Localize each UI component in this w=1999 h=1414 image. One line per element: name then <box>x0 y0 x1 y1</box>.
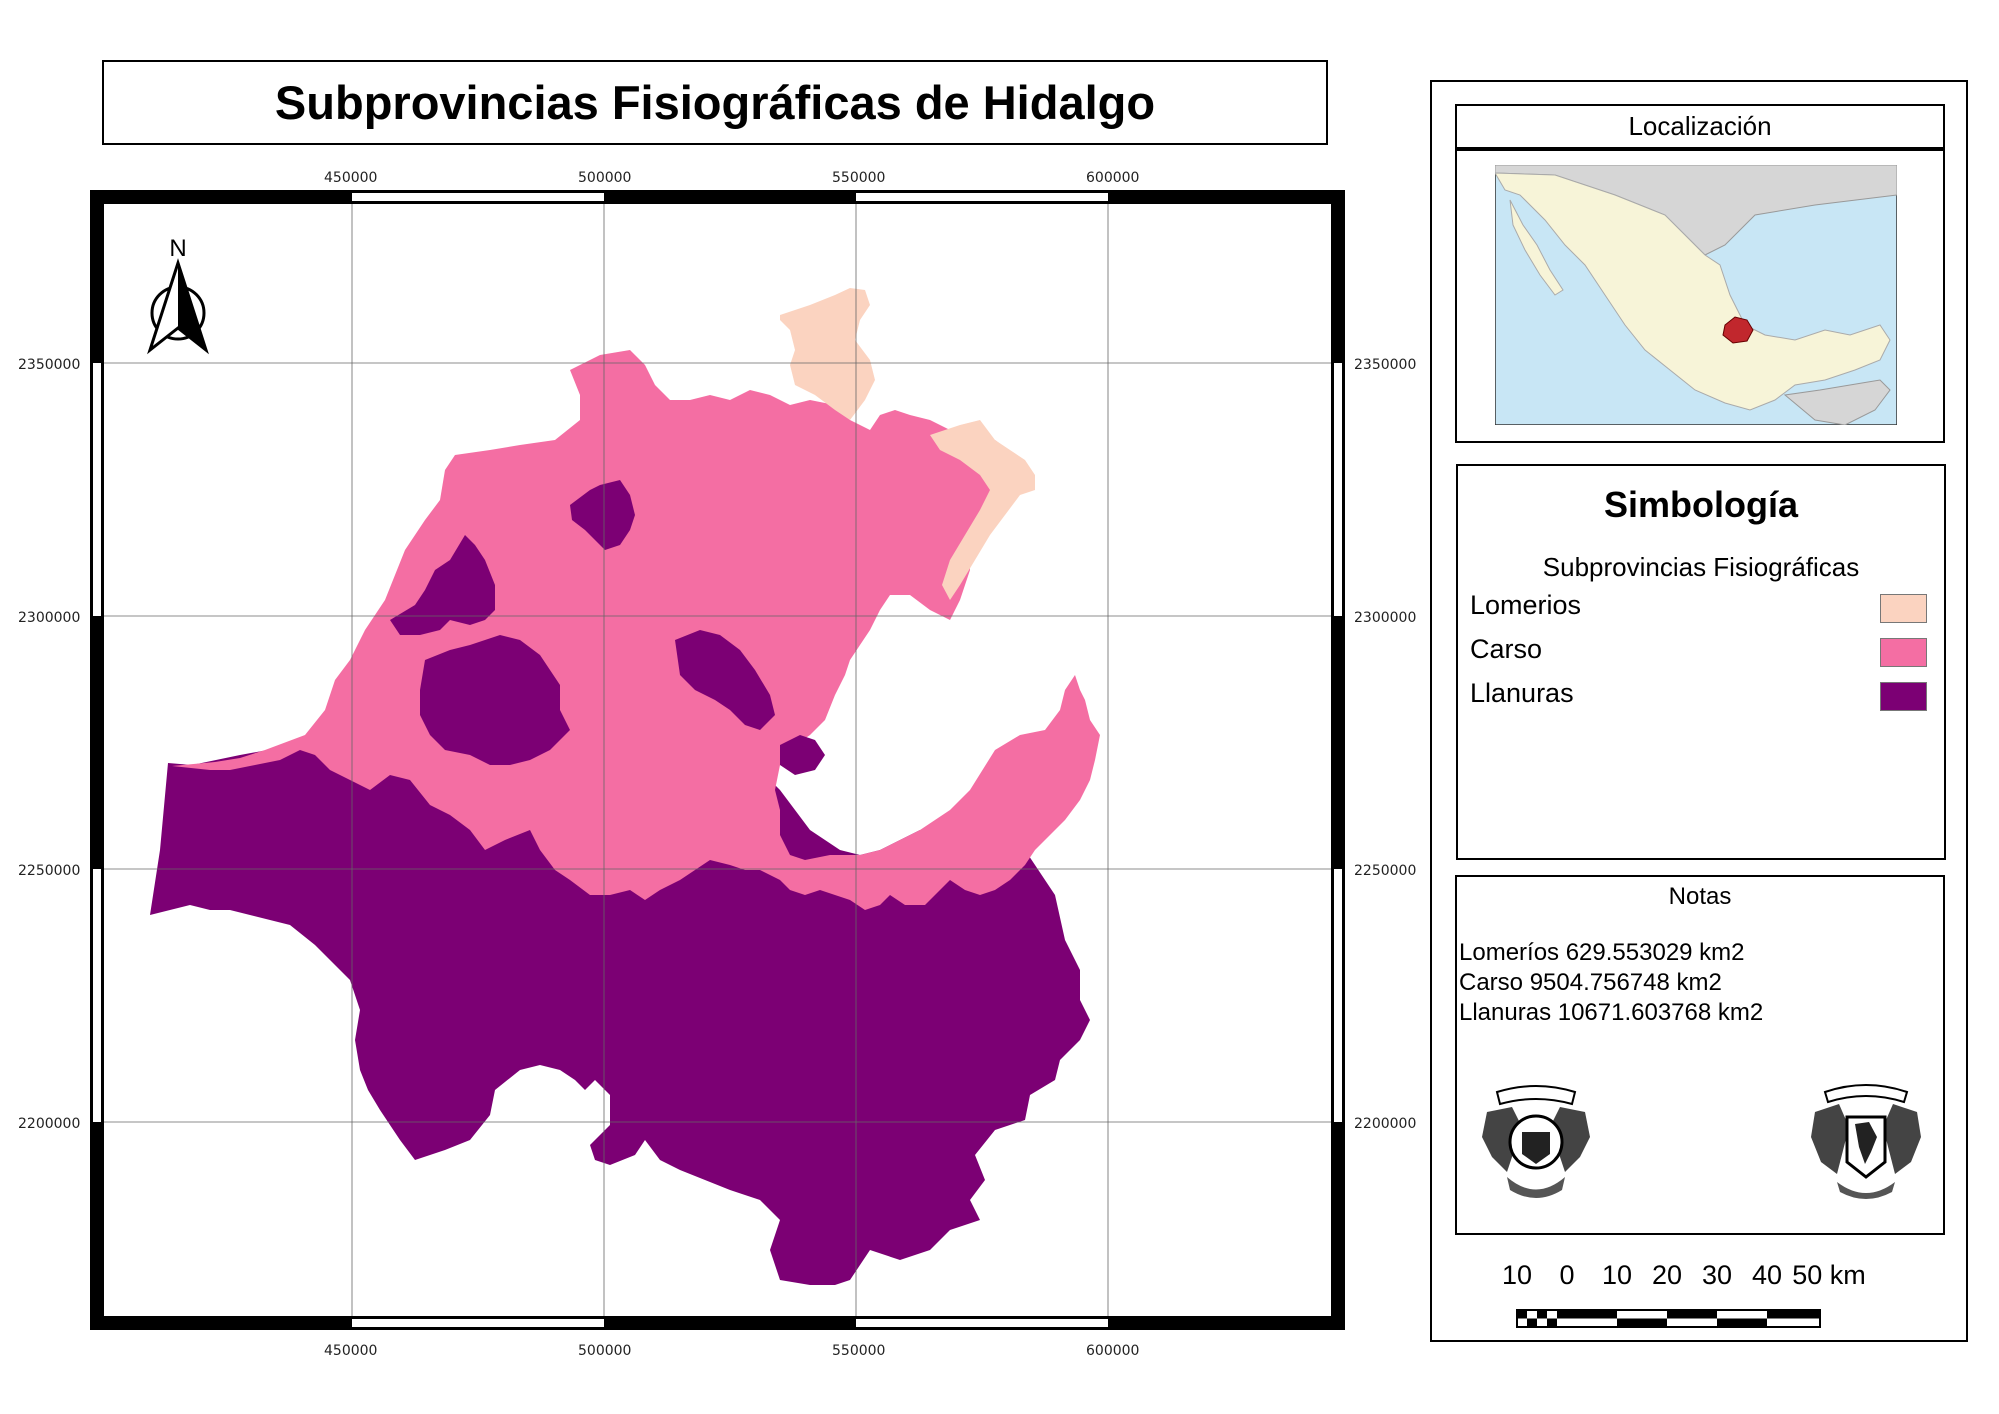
x-tick-top: 600000 <box>1086 170 1140 186</box>
legend-swatch-lomerios <box>1880 594 1927 623</box>
legend-swatch-carso <box>1880 638 1927 667</box>
north-arrow-icon <box>147 258 209 355</box>
y-tick-left: 2250000 <box>18 863 81 879</box>
location-map <box>1455 149 1945 443</box>
scale-label: 30 <box>1701 1260 1733 1290</box>
map-title-box: Subprovincias Fisiográficas de Hidalgo <box>102 60 1328 145</box>
region-llanuras <box>390 535 495 635</box>
region-lomerios <box>780 288 875 420</box>
y-tick-left: 2200000 <box>18 1116 81 1132</box>
x-tick-top: 450000 <box>324 170 378 186</box>
note-line: Llanuras 10671.603768 km2 <box>1459 999 1764 1026</box>
location-title: Localización <box>1455 104 1945 149</box>
scale-label: 10 <box>1601 1260 1633 1290</box>
scale-bar-graphic <box>1516 1309 1821 1328</box>
legend-item-llanuras: Llanuras <box>1470 678 1574 708</box>
mexico-shape <box>1495 172 1891 411</box>
hidalgo-highlight <box>1722 316 1754 344</box>
graticule <box>104 204 1331 1316</box>
ingenieria-logo <box>1482 1085 1590 1198</box>
scale-label: 20 <box>1651 1260 1683 1290</box>
region-llanuras <box>675 630 775 730</box>
legend: Simbología Subprovincias Fisiográficas L… <box>1456 464 1946 860</box>
y-tick-right: 2200000 <box>1354 1116 1417 1132</box>
legend-item-carso: Carso <box>1470 634 1543 664</box>
region-lomerios <box>930 420 1035 600</box>
legend-swatch-llanuras <box>1880 682 1927 711</box>
frame-border <box>90 190 1345 1330</box>
y-tick-left: 2300000 <box>18 610 81 626</box>
north-label: N <box>169 235 186 262</box>
x-tick-bottom: 600000 <box>1086 1343 1140 1359</box>
region-carso <box>172 350 1100 910</box>
x-tick-top: 500000 <box>578 170 632 186</box>
x-tick-bottom: 550000 <box>832 1343 886 1359</box>
scale-bar: 10 0 10 20 30 40 50 km <box>1501 1260 1904 1340</box>
y-tick-left: 2350000 <box>18 357 81 373</box>
mexico-locator-map <box>1495 165 1897 425</box>
note-line: Carso 9504.756748 km2 <box>1459 969 1722 996</box>
x-tick-bottom: 450000 <box>324 1343 378 1359</box>
y-tick-right: 2300000 <box>1354 610 1417 626</box>
main-map: N <box>90 190 1345 1330</box>
y-tick-right: 2350000 <box>1354 357 1417 373</box>
note-line: Lomeríos 629.553029 km2 <box>1459 939 1745 966</box>
notes-title: Notas <box>1668 883 1732 910</box>
legend-subtitle: Subprovincias Fisiográficas <box>1542 552 1860 582</box>
scale-label: 0 <box>1559 1260 1575 1290</box>
unam-logo <box>1811 1084 1921 1199</box>
scale-label: 40 <box>1751 1260 1783 1290</box>
x-tick-top: 550000 <box>832 170 886 186</box>
scale-label: 50 km <box>1792 1260 1866 1290</box>
notes-box: Notas Lomeríos 629.553029 km2 Carso 9504… <box>1455 875 1945 1235</box>
scale-label: 10 <box>1501 1260 1533 1290</box>
region-llanuras <box>780 735 825 775</box>
side-panel: Localización Simbología Subprovincias Fi… <box>1430 80 1968 1342</box>
region-llanuras <box>570 480 635 550</box>
region-llanuras <box>420 635 570 765</box>
x-tick-bottom: 500000 <box>578 1343 632 1359</box>
legend-item-lomerios: Lomerios <box>1470 590 1582 620</box>
map-title: Subprovincias Fisiográficas de Hidalgo <box>274 76 1156 129</box>
legend-title: Simbología <box>1603 484 1798 525</box>
y-tick-right: 2250000 <box>1354 863 1417 879</box>
